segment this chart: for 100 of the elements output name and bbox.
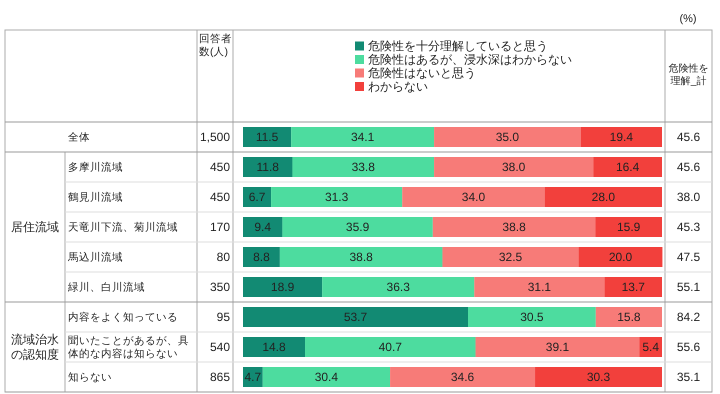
text: 865 [210, 370, 230, 384]
text: 450 [210, 190, 230, 204]
text: 84.2 [676, 310, 700, 324]
legend-label: 危険性はあるが、浸水深はわからない [368, 52, 572, 67]
legend-label: 危険性はないと思う [368, 66, 476, 80]
data-label: 33.8 [352, 160, 376, 174]
data-label: 34.1 [350, 130, 375, 144]
data-label: 30.5 [520, 310, 544, 324]
data-label: 30.4 [314, 370, 338, 384]
legend-label: わからない [368, 80, 428, 94]
bar [243, 217, 282, 237]
bar [305, 337, 476, 357]
data-label: 8.8 [253, 250, 270, 264]
text: (%) [679, 12, 697, 25]
bar [243, 127, 292, 147]
text: 170 [210, 220, 230, 234]
bar [595, 217, 662, 237]
text: 38.0 [676, 190, 700, 204]
data-label: 34.0 [462, 190, 486, 204]
y-tick-label: 聞いたことがあるが、具体的な内容は知らない [68, 335, 189, 360]
text: 45.6 [676, 160, 700, 174]
data-label: 20.0 [608, 250, 633, 264]
text: 47.5 [676, 250, 700, 264]
text: 55.1 [676, 280, 700, 294]
bar [596, 307, 662, 327]
bar [580, 127, 662, 147]
text: 450 [210, 160, 230, 174]
bar [390, 367, 536, 387]
data-label: 15.9 [617, 220, 641, 234]
bar [271, 187, 402, 207]
text: 危険性を理解_計 [668, 62, 708, 87]
data-label: 38.8 [502, 220, 526, 234]
data-label: 16.4 [616, 160, 640, 174]
bar [262, 367, 390, 387]
bar [442, 247, 579, 267]
text: 95 [216, 310, 230, 324]
data-label: 31.3 [324, 190, 349, 204]
bar [243, 307, 468, 327]
text: 540 [210, 340, 230, 354]
bar [292, 157, 434, 177]
y-tick-label: 緑川、白川流域 [67, 280, 145, 294]
bar [402, 187, 545, 207]
data-label: 32.5 [498, 250, 523, 264]
data-label: 34.6 [450, 370, 475, 384]
y-tick-label: 馬込川流域 [67, 250, 123, 264]
data-label: 38.0 [502, 160, 526, 174]
legend-label: 危険性を十分理解していると思う [368, 39, 548, 54]
data-label: 11.8 [256, 160, 280, 174]
data-label: 19.4 [610, 130, 634, 144]
bar [282, 217, 433, 237]
text: 流域治水の認知度 [11, 332, 59, 362]
bar [535, 367, 662, 387]
bar [243, 187, 272, 207]
data-label: 31.1 [528, 280, 552, 294]
y-tick-label: 内容をよく知っている [68, 310, 178, 324]
bar [434, 127, 581, 147]
text: 回答者数(人) [199, 32, 232, 58]
data-label: 9.4 [254, 220, 272, 234]
text: 45.3 [676, 220, 700, 234]
bar [322, 277, 474, 297]
bar [243, 277, 322, 297]
data-label: 4.7 [244, 370, 262, 384]
y-tick-label: 鶴見川流域 [68, 190, 123, 204]
text: 35.1 [676, 370, 700, 384]
bar [578, 247, 662, 267]
bar [243, 157, 292, 177]
data-label: 53.7 [344, 310, 368, 324]
data-label: 14.8 [262, 340, 286, 354]
data-label: 30.3 [586, 370, 611, 384]
bar [468, 307, 596, 327]
data-label: 40.7 [378, 340, 402, 354]
data-label: 36.3 [386, 280, 410, 294]
data-label: 35.0 [496, 130, 520, 144]
data-label: 35.9 [346, 220, 370, 234]
text: 居住流域 [11, 220, 59, 234]
y-tick-label: 多摩川流域 [68, 160, 123, 174]
bar [432, 217, 596, 237]
data-label: 38.8 [349, 250, 374, 264]
bar [280, 247, 442, 267]
data-label: 18.9 [270, 280, 295, 294]
data-label: 13.7 [622, 280, 646, 294]
bar [593, 157, 662, 177]
data-label: 28.0 [592, 190, 616, 204]
bar [474, 277, 605, 297]
y-tick-label: 知らない [68, 372, 112, 384]
text: 45.6 [676, 130, 700, 144]
bar [434, 157, 594, 177]
data-label: 6.7 [248, 190, 266, 204]
bar [291, 127, 434, 147]
text: 1,500 [200, 130, 230, 144]
data-label: 39.1 [546, 340, 570, 354]
bar [243, 247, 280, 267]
data-label: 15.8 [617, 310, 641, 324]
bar [243, 337, 306, 357]
bar [476, 337, 640, 357]
bar [604, 277, 662, 297]
text: 80 [216, 250, 230, 264]
bar [544, 187, 662, 207]
y-tick-label: 天竜川下流、菊川流域 [68, 220, 178, 234]
y-tick-label: 全体 [68, 132, 90, 144]
